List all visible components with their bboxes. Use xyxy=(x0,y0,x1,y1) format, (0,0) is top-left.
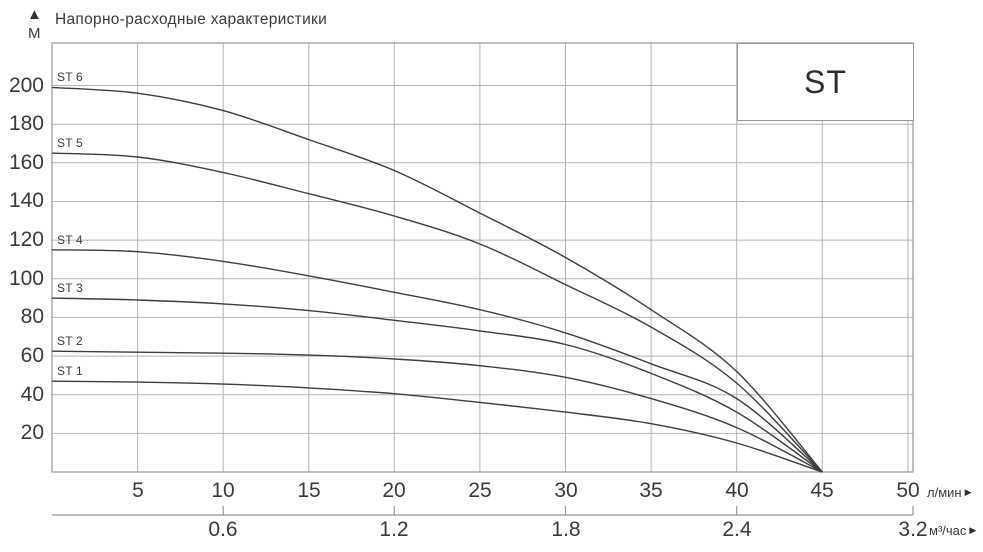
plot-border xyxy=(51,42,914,473)
y-tick-label: 60 xyxy=(20,344,44,367)
curve-label-st-1: ST 1 xyxy=(57,364,83,378)
x-secondary-tick-label: 1.2 xyxy=(379,518,409,541)
curve-st-2 xyxy=(51,350,823,473)
y-tick-label: 200 xyxy=(8,74,44,97)
y-tick-label: 180 xyxy=(8,112,44,135)
x-tick-label: 50 xyxy=(896,479,920,502)
right-arrow-icon: ▶ xyxy=(964,487,972,497)
x-secondary-tick-label: 1.8 xyxy=(551,518,581,541)
y-tick-label: 20 xyxy=(20,421,44,444)
x-tick-label: 35 xyxy=(639,479,663,502)
curve-st-1 xyxy=(51,380,823,473)
x-tick-label: 40 xyxy=(725,479,749,502)
x-secondary-unit: м³/час ▶ xyxy=(929,523,976,538)
x-tick-label: 30 xyxy=(554,479,578,502)
x-tick-label: 25 xyxy=(468,479,492,502)
right-arrow-icon: ▶ xyxy=(969,525,977,535)
x-secondary-tick-label: 0.6 xyxy=(208,518,238,541)
y-tick-label: 160 xyxy=(8,151,44,174)
x-tick-label: 20 xyxy=(382,479,406,502)
x-primary-unit: л/мин ▶ xyxy=(927,485,972,500)
x-primary-unit-text: л/мин xyxy=(927,485,962,500)
curve-st-5 xyxy=(51,152,823,473)
y-axis-unit-label: М xyxy=(28,25,41,42)
series-family-badge: ST xyxy=(737,43,914,121)
y-tick-label: 40 xyxy=(20,383,44,406)
x-secondary-unit-text: м³/час xyxy=(929,523,967,538)
curve-label-st-5: ST 5 xyxy=(57,136,83,150)
x-tick-label: 15 xyxy=(297,479,321,502)
y-tick-label: 120 xyxy=(8,228,44,251)
curve-st-6 xyxy=(51,86,823,473)
curve-label-st-4: ST 4 xyxy=(57,233,83,247)
x-tick-label: 45 xyxy=(810,479,834,502)
curve-st-3 xyxy=(51,297,823,473)
curve-st-4 xyxy=(51,249,823,473)
series-family-label: ST xyxy=(804,63,847,100)
x-tick-label: 5 xyxy=(132,479,144,502)
y-tick-label: 100 xyxy=(8,267,44,290)
x-secondary-tick-label: 2.4 xyxy=(722,518,752,541)
x-secondary-tick-label: 3.2 xyxy=(898,518,928,541)
y-tick-label: 80 xyxy=(20,305,44,328)
curve-label-st-6: ST 6 xyxy=(57,70,83,84)
y-tick-label: 140 xyxy=(8,189,44,212)
curve-label-st-3: ST 3 xyxy=(57,281,83,295)
y-axis-arrow-icon: ▲ xyxy=(27,6,42,23)
chart-title: Напорно-расходные характеристики xyxy=(55,11,328,28)
curve-label-st-2: ST 2 xyxy=(57,334,83,348)
x-tick-label: 10 xyxy=(211,479,235,502)
